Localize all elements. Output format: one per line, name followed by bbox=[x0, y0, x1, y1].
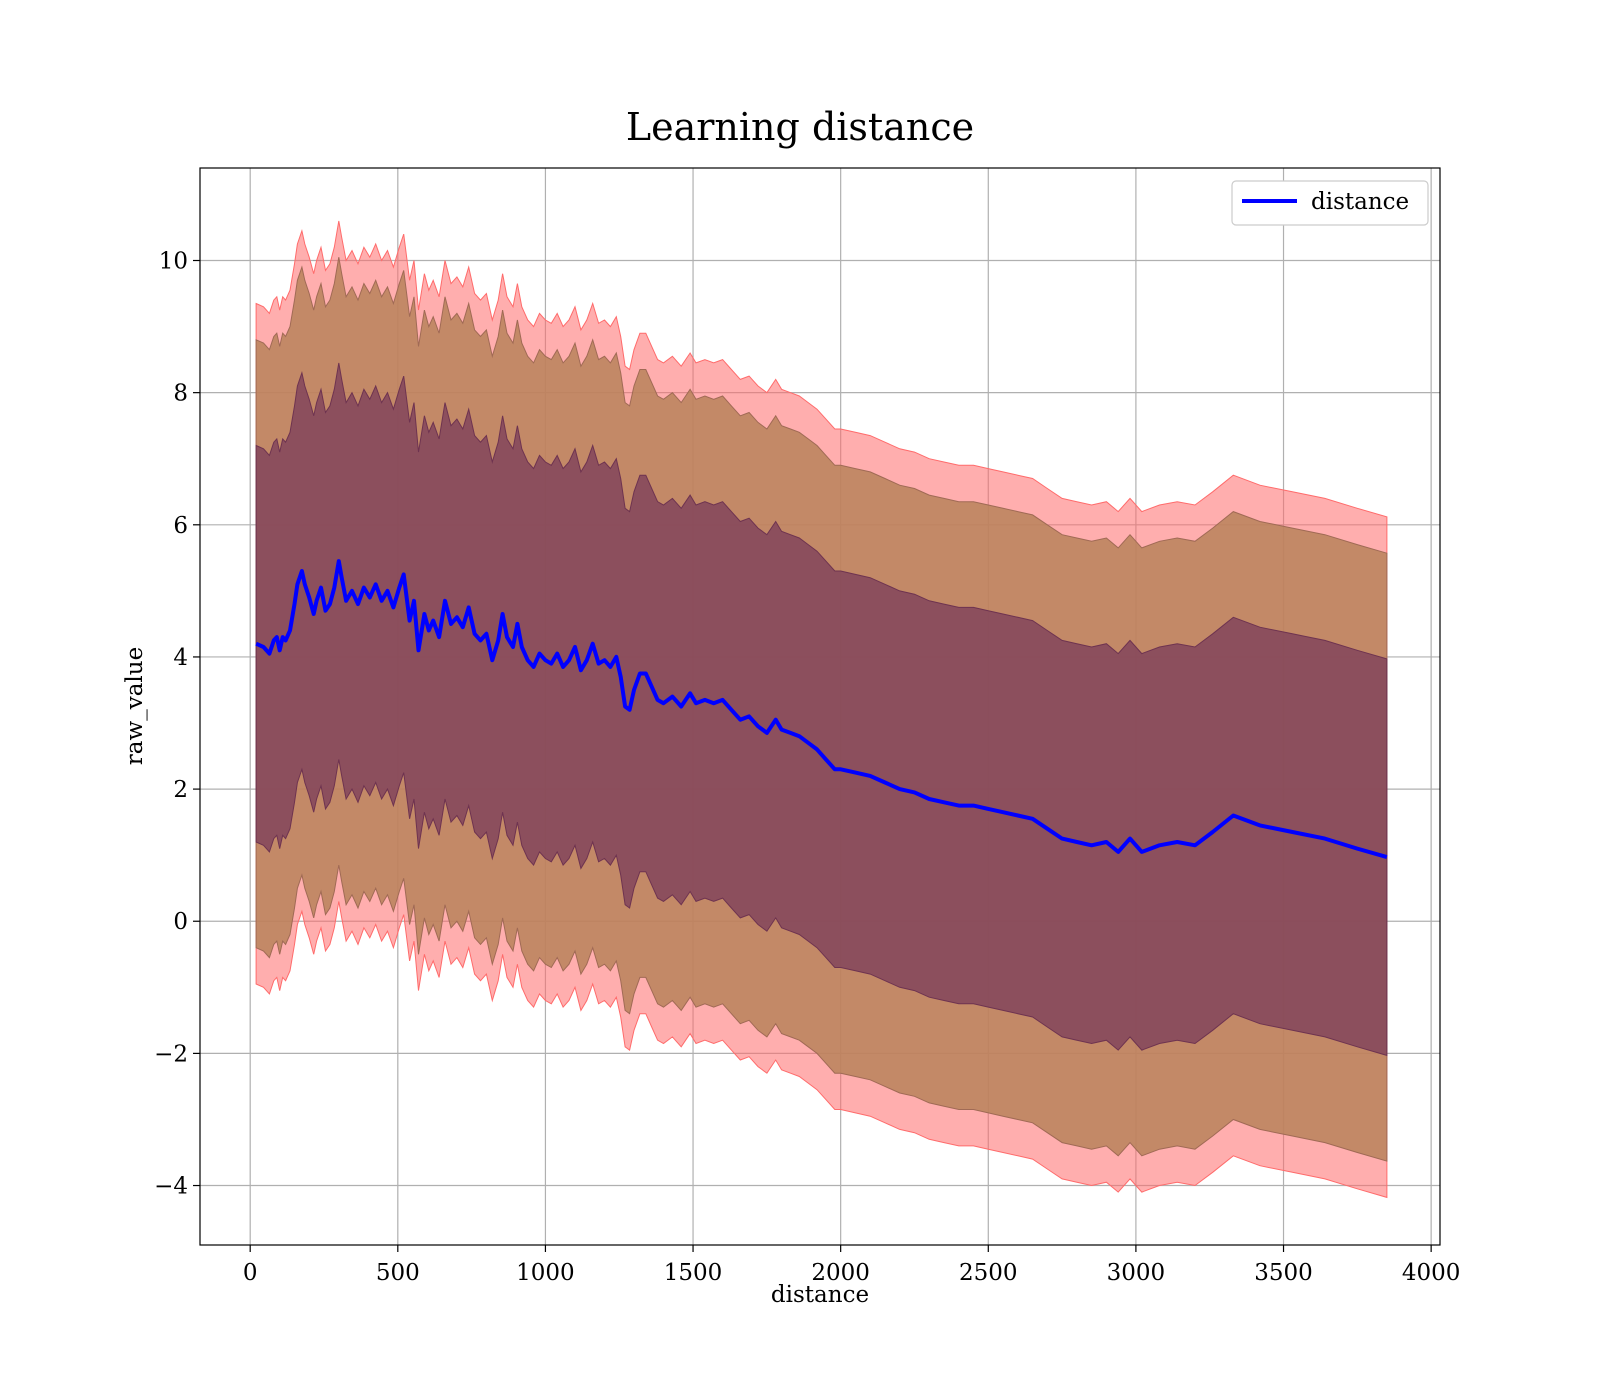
legend: distance bbox=[1231, 180, 1429, 226]
x-tick-label: 1000 bbox=[516, 1260, 575, 1286]
x-tick-label: 0 bbox=[243, 1260, 258, 1286]
chart-title: Learning distance bbox=[626, 105, 974, 149]
y-tick-label: 10 bbox=[159, 249, 188, 275]
y-tick-label: −2 bbox=[154, 1041, 188, 1067]
y-tick-label: 4 bbox=[173, 645, 188, 671]
y-tick-label: −4 bbox=[154, 1174, 188, 1200]
y-tick-label: 0 bbox=[173, 909, 188, 935]
series-lines bbox=[255, 559, 1388, 860]
y-tick-label: 2 bbox=[173, 777, 188, 803]
x-axis-label: distance bbox=[771, 1282, 869, 1308]
x-tick-label: 3500 bbox=[1254, 1260, 1313, 1286]
confidence-bands bbox=[255, 220, 1388, 1199]
x-tick-label: 2000 bbox=[811, 1260, 870, 1286]
legend-label-distance: distance bbox=[1311, 189, 1409, 215]
plot-area-frame bbox=[199, 167, 1441, 1246]
band-inner bbox=[255, 362, 1388, 1057]
y-tick-label: 8 bbox=[173, 381, 188, 407]
x-axis-ticks: 0 500 1000 1500 2000 2500 3000 3500 4000 bbox=[243, 1245, 1461, 1286]
x-tick-label: 2500 bbox=[959, 1260, 1018, 1286]
x-tick-label: 4000 bbox=[1402, 1260, 1461, 1286]
y-axis-label: raw_value bbox=[122, 647, 148, 765]
y-axis-ticks: −4 −2 0 2 4 6 8 10 bbox=[154, 249, 200, 1200]
x-tick-label: 3000 bbox=[1107, 1260, 1166, 1286]
x-tick-label: 1500 bbox=[664, 1260, 723, 1286]
series-line-distance bbox=[255, 559, 1388, 860]
x-tick-label: 500 bbox=[376, 1260, 420, 1286]
y-tick-label: 6 bbox=[173, 513, 188, 539]
legend-box bbox=[1231, 180, 1429, 226]
